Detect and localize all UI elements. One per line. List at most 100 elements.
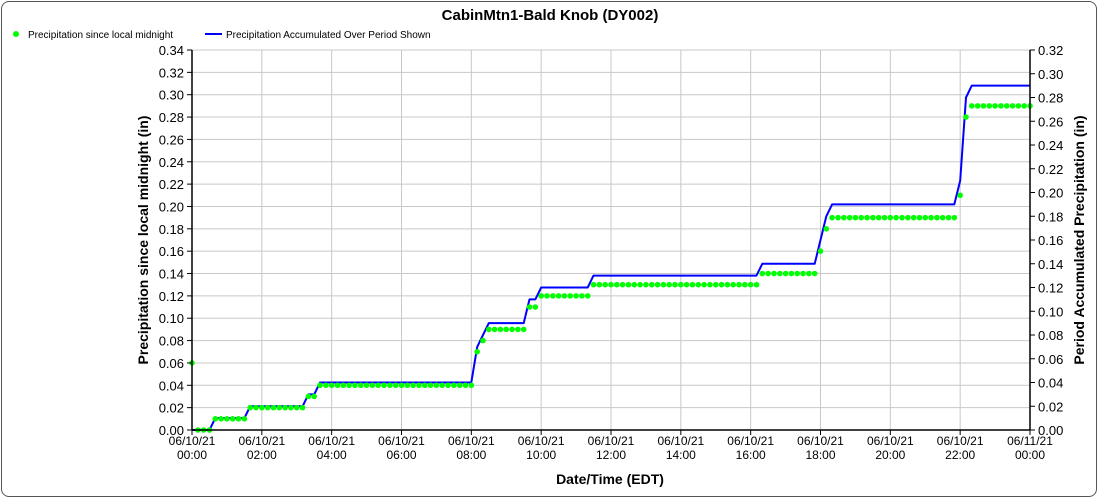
data-point xyxy=(864,214,870,221)
data-point xyxy=(666,281,672,288)
data-point xyxy=(800,270,806,277)
data-point xyxy=(433,382,440,389)
data-point xyxy=(660,281,667,288)
data-point xyxy=(794,270,801,277)
data-point xyxy=(922,214,929,221)
y-left-tick-label: 0.06 xyxy=(159,356,184,371)
y-axis-right-label: Period Accumulated Precipitation (in) xyxy=(1071,115,1087,364)
data-point xyxy=(427,382,434,389)
data-point xyxy=(375,382,382,389)
data-point xyxy=(776,270,783,277)
y-right-tick-label: 0.14 xyxy=(1038,257,1063,272)
midnight-series xyxy=(189,103,1033,433)
data-point xyxy=(596,281,603,288)
x-tick-label-time: 14:00 xyxy=(666,448,696,462)
data-point xyxy=(602,281,608,288)
y-left-tick-label: 0.18 xyxy=(159,222,184,237)
data-point xyxy=(782,270,789,277)
x-tick-label-time: 22:00 xyxy=(945,448,975,462)
y-right-tick-label: 0.18 xyxy=(1038,209,1063,224)
x-tick-label-time: 00:00 xyxy=(1015,448,1045,462)
legend-label-midnight: Precipitation since local midnight xyxy=(28,30,173,41)
data-point xyxy=(1021,103,1027,109)
data-point xyxy=(468,382,475,389)
x-tick-label-date: 06/10/21 xyxy=(169,434,216,448)
data-point xyxy=(241,416,248,422)
x-tick-label-date: 06/10/21 xyxy=(937,434,984,448)
y-left-tick-label: 0.00 xyxy=(159,423,184,438)
data-point xyxy=(451,382,457,389)
data-point xyxy=(387,382,393,389)
data-point xyxy=(550,293,556,299)
data-point xyxy=(887,214,894,221)
data-point xyxy=(998,103,1004,109)
data-point xyxy=(497,326,504,333)
data-point xyxy=(346,382,352,389)
y-left-tick-label: 0.10 xyxy=(159,311,184,326)
data-point xyxy=(689,281,696,288)
y-right-tick-label: 0.10 xyxy=(1038,304,1063,319)
data-point xyxy=(561,293,568,299)
data-point xyxy=(392,382,399,389)
x-tick-label-date: 06/11/21 xyxy=(1007,434,1053,448)
y-right-tick-label: 0.04 xyxy=(1038,376,1063,391)
data-point xyxy=(584,293,591,299)
x-tick-label-time: 10:00 xyxy=(526,448,556,462)
data-point xyxy=(631,281,638,288)
data-point xyxy=(637,281,643,288)
legend-dot-marker xyxy=(13,31,19,37)
data-point xyxy=(520,326,527,333)
data-point xyxy=(328,382,335,389)
data-point xyxy=(695,281,702,288)
data-point xyxy=(707,281,713,288)
data-point xyxy=(724,281,731,288)
x-tick-label-time: 04:00 xyxy=(317,448,347,462)
y-right-tick-label: 0.26 xyxy=(1038,114,1063,129)
data-point xyxy=(317,382,323,389)
data-point xyxy=(352,382,358,389)
x-tick-label-time: 08:00 xyxy=(456,448,486,462)
data-point xyxy=(759,270,766,277)
y-right-tick-label: 0.00 xyxy=(1038,423,1063,438)
y-right-tick-label: 0.30 xyxy=(1038,67,1063,82)
data-point xyxy=(986,103,993,109)
data-point xyxy=(852,214,859,221)
x-tick-label-date: 06/10/21 xyxy=(308,434,355,448)
y-right-tick-label: 0.16 xyxy=(1038,233,1063,248)
data-point xyxy=(276,404,283,411)
data-point xyxy=(881,214,888,221)
data-point xyxy=(311,393,318,400)
y-right-tick-label: 0.22 xyxy=(1038,162,1063,177)
data-point xyxy=(264,404,271,411)
data-point xyxy=(730,281,737,288)
x-tick-label-date: 06/10/21 xyxy=(867,434,914,448)
data-point xyxy=(288,404,294,411)
data-point xyxy=(369,382,376,389)
axes: 06/10/2100:0006/10/2102:0006/10/2104:000… xyxy=(159,43,1064,462)
data-point xyxy=(526,304,533,310)
data-point xyxy=(456,382,463,389)
data-point xyxy=(247,404,253,411)
x-tick-label-date: 06/10/21 xyxy=(797,434,844,448)
data-point xyxy=(567,293,574,299)
data-point xyxy=(811,270,818,277)
data-point xyxy=(614,281,620,288)
data-point xyxy=(974,103,981,109)
data-point xyxy=(503,326,510,333)
legend: Precipitation since local midnight Preci… xyxy=(13,30,431,41)
data-point xyxy=(515,326,521,333)
x-tick-label-date: 06/10/21 xyxy=(448,434,495,448)
data-point xyxy=(992,103,998,109)
data-point xyxy=(282,404,288,411)
data-point xyxy=(753,281,760,288)
x-tick-label-time: 16:00 xyxy=(736,448,766,462)
y-right-tick-label: 0.28 xyxy=(1038,91,1063,106)
data-point xyxy=(957,192,963,199)
y-left-tick-label: 0.26 xyxy=(159,132,184,147)
y-left-tick-label: 0.30 xyxy=(159,88,184,103)
x-tick-label-time: 02:00 xyxy=(247,448,277,462)
data-point xyxy=(293,404,300,411)
data-point xyxy=(742,281,748,288)
y-axis-left-label: Precipitation since local midnight (in) xyxy=(135,116,151,365)
data-point xyxy=(858,214,865,221)
